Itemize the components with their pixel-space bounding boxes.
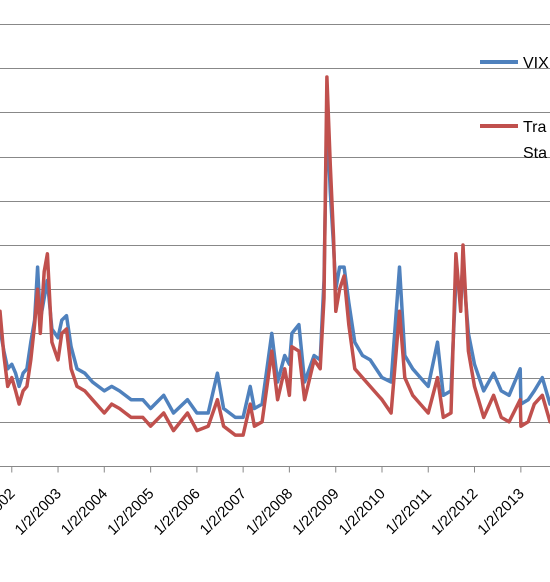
series-line-tra-sta (0, 75, 550, 437)
x-tick-label: 1/2/2004 (58, 485, 111, 538)
x-tick-label: 1/2/2008 (243, 485, 296, 538)
x-tick-label: 1/2/2005 (104, 485, 157, 538)
x-tick-label: 1/2/2007 (197, 485, 250, 538)
x-tick-label: 1/2/2003 (12, 485, 65, 538)
series-lines (0, 75, 550, 437)
x-tick-label: 1/2/2011 (383, 485, 436, 538)
x-tick-label: 1/2/2009 (289, 485, 342, 538)
x-tick-label: 1/2/2010 (336, 485, 389, 538)
legend-label: VIX (523, 55, 549, 72)
legend: VIX Tra Sta (480, 55, 549, 162)
x-tick-label: 1/2/2012 (428, 485, 481, 538)
x-tick-label: 1/2/2006 (150, 485, 203, 538)
x-tick-label: 1/2/2013 (474, 485, 527, 538)
x-axis: 1/2/20021/2/20031/2/20041/2/20051/2/2006… (0, 466, 550, 539)
legend-label: Tra Sta (523, 119, 547, 162)
